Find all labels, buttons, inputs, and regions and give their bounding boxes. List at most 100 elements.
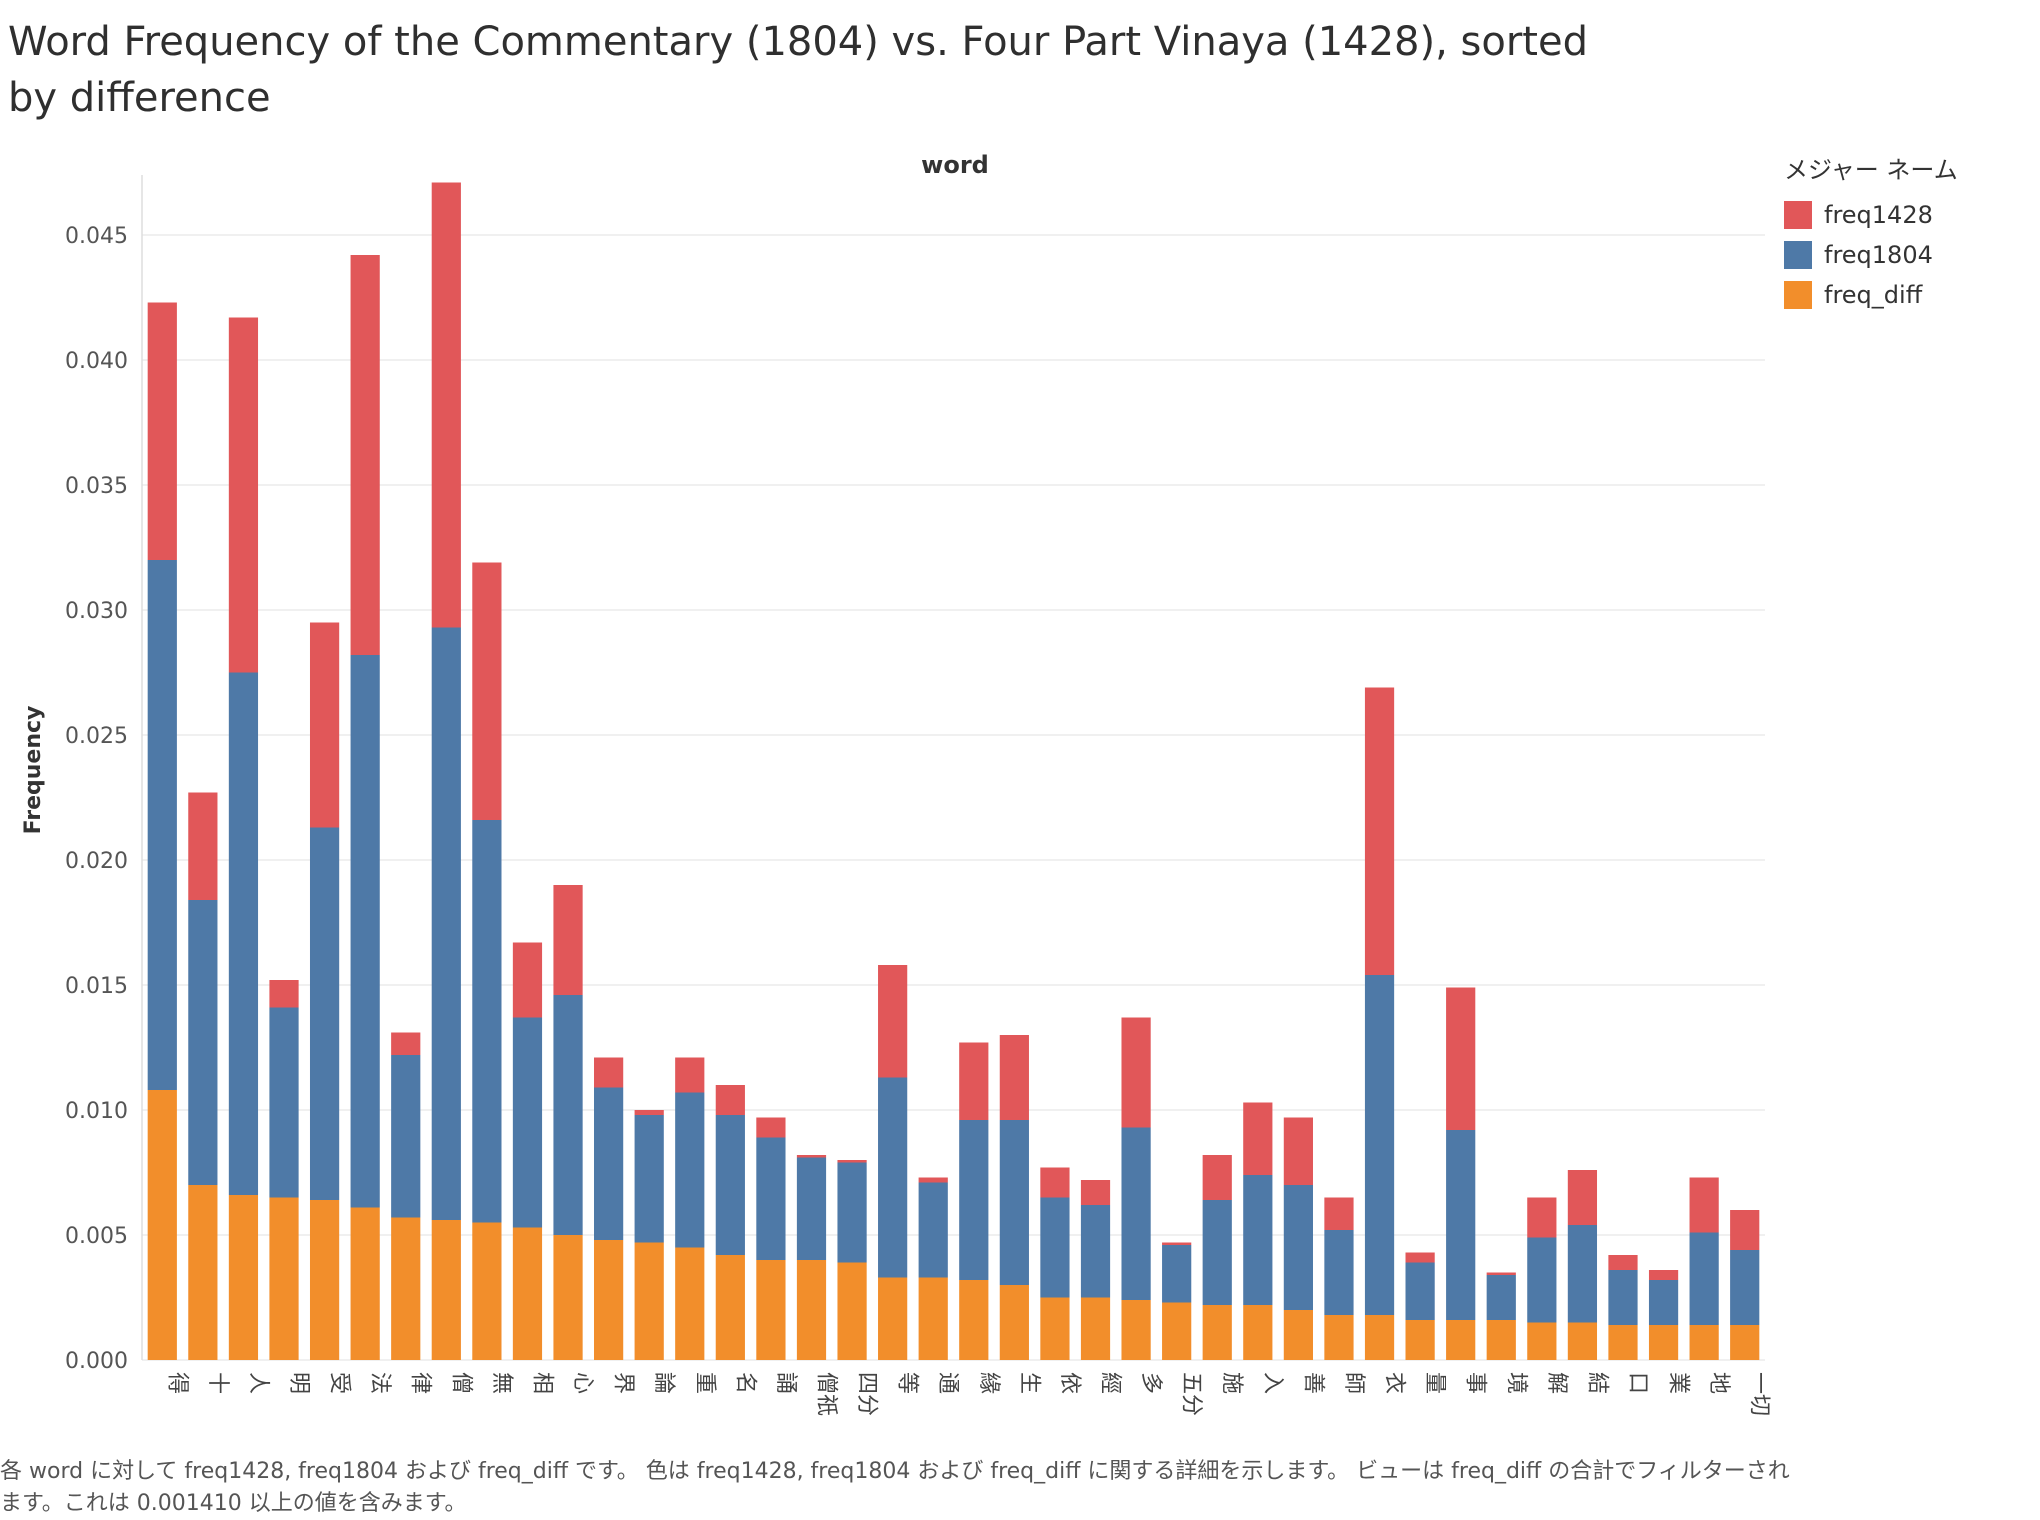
bar-freq-diff[interactable] <box>472 1222 502 1361</box>
bar-freq1428[interactable] <box>1364 687 1395 976</box>
bar-freq1428[interactable] <box>1121 1017 1151 1128</box>
bar-freq1428[interactable] <box>1243 1102 1273 1176</box>
bar-freq1804[interactable] <box>1243 1175 1273 1305</box>
bar-freq-diff[interactable] <box>1202 1305 1232 1360</box>
bar-freq-diff[interactable] <box>1364 1315 1395 1360</box>
bar-freq-diff[interactable] <box>1567 1322 1598 1361</box>
bar-freq1428[interactable] <box>512 942 543 1018</box>
bar-freq1804[interactable] <box>999 1120 1029 1285</box>
bar-freq1804[interactable] <box>918 1182 948 1278</box>
bar-freq1428[interactable] <box>1608 1255 1638 1270</box>
bar-freq-diff[interactable] <box>1608 1325 1638 1360</box>
bar-freq1428[interactable] <box>918 1177 948 1183</box>
bar-freq-diff[interactable] <box>796 1260 827 1360</box>
bar-freq1804[interactable] <box>147 560 177 1090</box>
bar-freq1804[interactable] <box>1486 1275 1516 1320</box>
bar-freq1804[interactable] <box>391 1055 421 1218</box>
bar-freq1804[interactable] <box>269 1007 299 1198</box>
bar-freq-diff[interactable] <box>431 1220 461 1360</box>
bar-freq1428[interactable] <box>391 1032 421 1056</box>
bar-freq1428[interactable] <box>553 885 583 995</box>
bar-freq1804[interactable] <box>1608 1270 1638 1325</box>
legend-item-freq-diff[interactable]: freq_diff <box>1784 275 1958 315</box>
bar-freq1804[interactable] <box>188 900 218 1185</box>
bar-freq1804[interactable] <box>675 1092 705 1248</box>
bar-freq-diff[interactable] <box>1689 1325 1719 1360</box>
bar-freq1804[interactable] <box>1121 1127 1151 1301</box>
bar-freq1428[interactable] <box>1324 1197 1354 1231</box>
bar-freq-diff[interactable] <box>1527 1322 1557 1361</box>
bar-freq-diff[interactable] <box>1040 1297 1070 1361</box>
bar-freq1804[interactable] <box>228 672 259 1196</box>
bar-freq1804[interactable] <box>1080 1205 1111 1298</box>
bar-freq1428[interactable] <box>1567 1170 1598 1225</box>
bar-freq-diff[interactable] <box>634 1242 664 1361</box>
bar-freq1804[interactable] <box>1040 1197 1070 1298</box>
bar-freq1804[interactable] <box>512 1017 543 1228</box>
bar-freq1804[interactable] <box>837 1162 867 1263</box>
bar-freq1804[interactable] <box>634 1115 664 1243</box>
bar-freq1428[interactable] <box>756 1117 786 1138</box>
bar-freq1428[interactable] <box>1486 1272 1516 1276</box>
bar-freq1428[interactable] <box>999 1035 1029 1120</box>
bar-freq1804[interactable] <box>1567 1225 1598 1323</box>
bar-freq-diff[interactable] <box>269 1197 299 1361</box>
legend-item-freq1804[interactable]: freq1804 <box>1784 235 1958 275</box>
bar-freq-diff[interactable] <box>1405 1320 1435 1360</box>
bar-freq1428[interactable] <box>1730 1210 1760 1250</box>
bar-freq1428[interactable] <box>1040 1167 1070 1198</box>
bar-freq1428[interactable] <box>1689 1177 1719 1233</box>
bar-freq-diff[interactable] <box>1243 1305 1273 1360</box>
bar-freq-diff[interactable] <box>1080 1297 1111 1361</box>
bar-freq1428[interactable] <box>472 562 502 821</box>
bar-freq-diff[interactable] <box>918 1277 948 1361</box>
bar-freq1804[interactable] <box>1405 1262 1435 1321</box>
bar-freq1428[interactable] <box>837 1160 867 1163</box>
bar-freq1804[interactable] <box>553 995 583 1235</box>
bar-freq1428[interactable] <box>350 255 380 655</box>
bar-freq-diff[interactable] <box>1648 1325 1679 1360</box>
bar-freq-diff[interactable] <box>1283 1310 1313 1360</box>
bar-freq1428[interactable] <box>1283 1117 1313 1186</box>
bar-freq1428[interactable] <box>269 980 299 1008</box>
bar-freq1428[interactable] <box>431 182 461 628</box>
bar-freq-diff[interactable] <box>553 1235 583 1360</box>
bar-freq1804[interactable] <box>796 1157 827 1261</box>
bar-freq1804[interactable] <box>756 1137 786 1261</box>
bar-freq1428[interactable] <box>1405 1252 1435 1263</box>
bar-freq-diff[interactable] <box>675 1247 705 1361</box>
bar-freq-diff[interactable] <box>878 1277 908 1361</box>
bar-freq1428[interactable] <box>594 1057 624 1088</box>
bar-freq1804[interactable] <box>878 1077 908 1278</box>
bar-freq1428[interactable] <box>309 622 340 828</box>
bar-freq-diff[interactable] <box>756 1260 786 1360</box>
bar-freq-diff[interactable] <box>1446 1320 1476 1360</box>
bar-freq1804[interactable] <box>1689 1232 1719 1326</box>
bar-freq1428[interactable] <box>878 965 908 1078</box>
legend-item-freq1428[interactable]: freq1428 <box>1784 195 1958 235</box>
bar-freq1804[interactable] <box>1364 975 1395 1315</box>
bar-freq1804[interactable] <box>1162 1245 1192 1303</box>
bar-freq1804[interactable] <box>715 1115 745 1255</box>
bar-freq1804[interactable] <box>1283 1185 1313 1310</box>
bar-freq-diff[interactable] <box>147 1090 177 1360</box>
bar-freq-diff[interactable] <box>350 1207 380 1361</box>
bar-freq1428[interactable] <box>1446 987 1476 1131</box>
bar-freq-diff[interactable] <box>715 1255 745 1360</box>
bar-freq1804[interactable] <box>1446 1130 1476 1320</box>
bar-freq1804[interactable] <box>1648 1280 1679 1325</box>
bar-freq1428[interactable] <box>1527 1197 1557 1238</box>
bar-freq-diff[interactable] <box>1730 1325 1760 1360</box>
bar-freq1804[interactable] <box>1730 1250 1760 1325</box>
bar-freq-diff[interactable] <box>309 1200 340 1360</box>
bar-freq1428[interactable] <box>228 317 259 673</box>
bar-freq1428[interactable] <box>959 1042 989 1121</box>
bar-freq-diff[interactable] <box>1162 1302 1192 1361</box>
bar-freq-diff[interactable] <box>228 1195 259 1360</box>
bar-freq1804[interactable] <box>472 820 502 1223</box>
bar-freq1428[interactable] <box>1162 1242 1192 1246</box>
bar-freq1804[interactable] <box>594 1087 624 1241</box>
bar-freq-diff[interactable] <box>837 1262 867 1361</box>
bar-freq1804[interactable] <box>1324 1230 1354 1315</box>
bar-freq1804[interactable] <box>350 655 380 1208</box>
